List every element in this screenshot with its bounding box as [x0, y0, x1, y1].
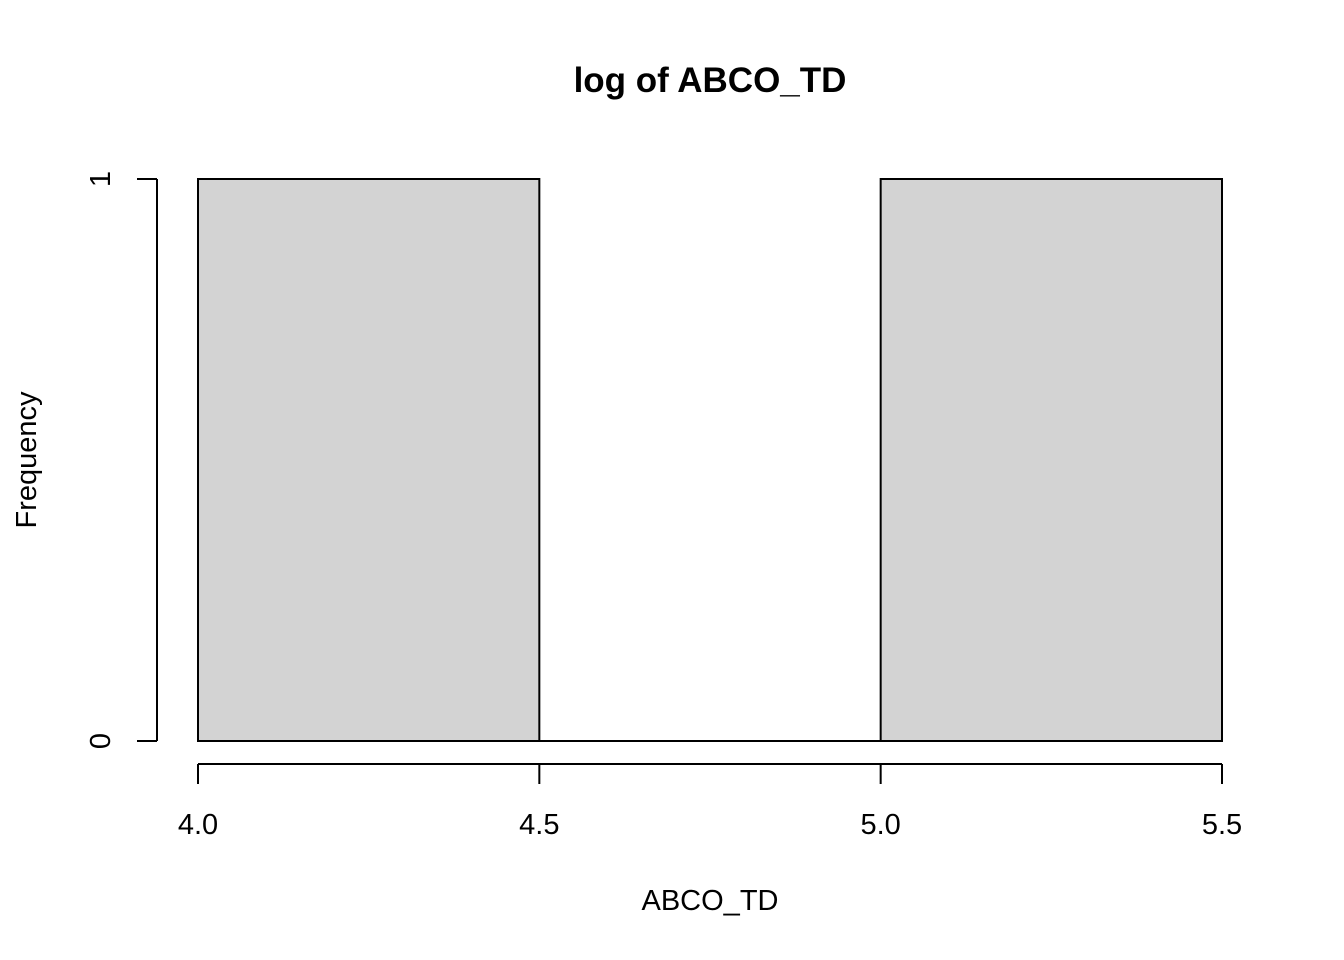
chart-title: log of ABCO_TD [574, 61, 847, 100]
x-axis: 4.0 4.5 5.0 5.5 [178, 763, 1242, 841]
y-tick-label: 1 [85, 171, 117, 187]
y-axis: 01 [85, 171, 158, 749]
x-axis-label: ABCO_TD [642, 885, 779, 917]
bars-group [197, 178, 1224, 742]
y-axis-label: Frequency [11, 391, 43, 529]
x-tick-label: 5.0 [861, 809, 901, 841]
y-tick-label: 0 [85, 733, 117, 749]
x-tick-label: 4.5 [519, 809, 559, 841]
x-tick-label: 5.5 [1202, 809, 1242, 841]
histogram-bar [197, 178, 541, 742]
x-tick-label: 4.0 [178, 809, 218, 841]
histogram-bar [879, 178, 1224, 742]
